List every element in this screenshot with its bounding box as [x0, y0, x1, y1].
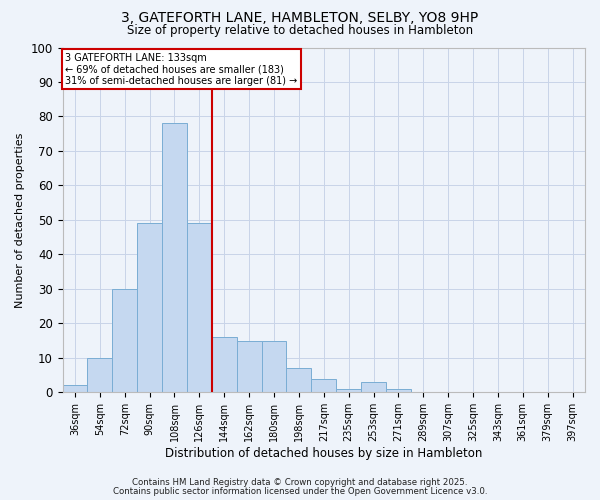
Text: 3, GATEFORTH LANE, HAMBLETON, SELBY, YO8 9HP: 3, GATEFORTH LANE, HAMBLETON, SELBY, YO8… — [121, 12, 479, 26]
Text: Contains HM Land Registry data © Crown copyright and database right 2025.: Contains HM Land Registry data © Crown c… — [132, 478, 468, 487]
Bar — [62, 386, 88, 392]
Bar — [236, 340, 262, 392]
Bar — [262, 340, 286, 392]
Bar — [112, 289, 137, 393]
Text: 3 GATEFORTH LANE: 133sqm
← 69% of detached houses are smaller (183)
31% of semi-: 3 GATEFORTH LANE: 133sqm ← 69% of detach… — [65, 52, 298, 86]
Bar — [386, 389, 411, 392]
Bar — [187, 224, 212, 392]
Bar — [336, 389, 361, 392]
Bar — [88, 358, 112, 392]
Text: Size of property relative to detached houses in Hambleton: Size of property relative to detached ho… — [127, 24, 473, 37]
Text: Contains public sector information licensed under the Open Government Licence v3: Contains public sector information licen… — [113, 487, 487, 496]
Bar — [212, 337, 236, 392]
Bar — [137, 224, 162, 392]
X-axis label: Distribution of detached houses by size in Hambleton: Distribution of detached houses by size … — [165, 447, 482, 460]
Bar — [286, 368, 311, 392]
Bar — [162, 124, 187, 392]
Bar — [361, 382, 386, 392]
Bar — [311, 378, 336, 392]
Y-axis label: Number of detached properties: Number of detached properties — [15, 132, 25, 308]
